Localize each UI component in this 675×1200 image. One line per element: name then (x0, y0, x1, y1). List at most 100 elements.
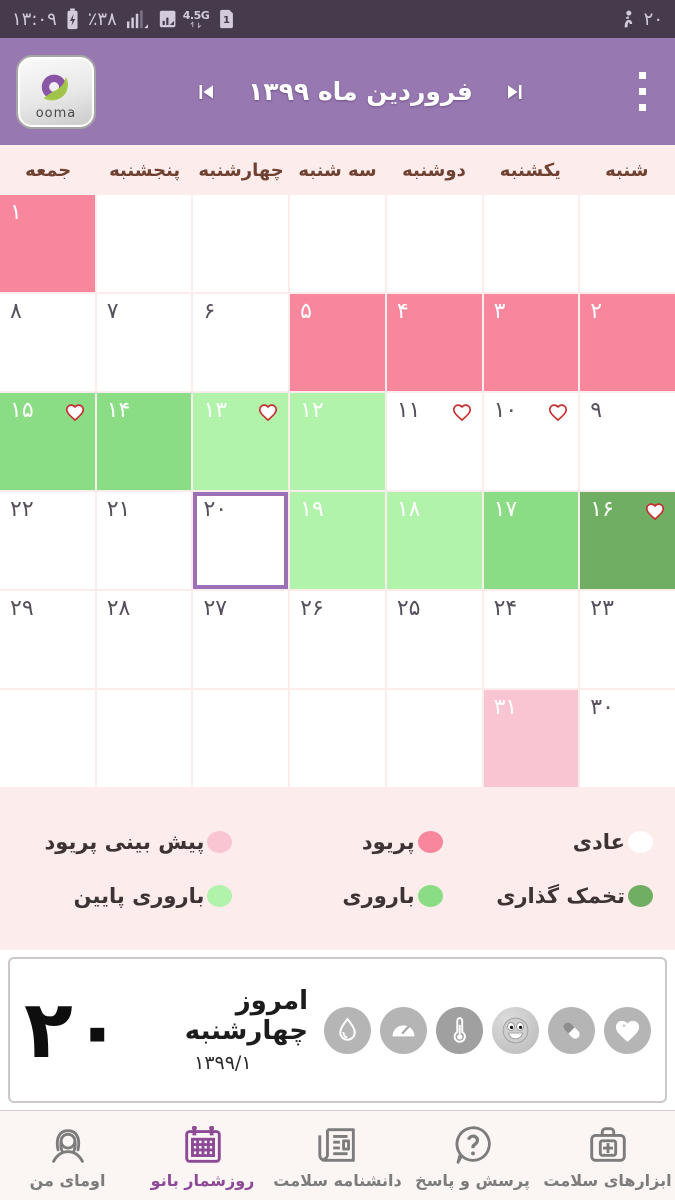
nav-item-health-encyclopedia[interactable]: دانشنامه سلامت (270, 1111, 405, 1200)
woman-icon (45, 1122, 91, 1168)
clock-time: ۱۳:۰۹ (12, 8, 57, 30)
legend-item-period-prediction: پیش بینی پریود (22, 829, 233, 854)
day-number: ۲۲ (10, 497, 34, 522)
nav-label: اومای من (29, 1170, 106, 1190)
calendar-day-۲۸[interactable]: ۲۸ (96, 591, 192, 688)
calendar-day-۸[interactable]: ۸ (0, 294, 95, 391)
day-number: ۱۳ (203, 398, 228, 423)
calendar-day-۱۴[interactable]: ۱۴ (96, 393, 192, 490)
calendar-day-۲۷[interactable]: ۲۷ (193, 591, 289, 688)
app-bar: ooma فروردین ماه ۱۳۹۹ (0, 38, 675, 145)
calendar-day-۹[interactable]: ۹ (580, 393, 675, 490)
calendar-day-۱۳[interactable]: ۱۳ (193, 393, 289, 490)
legend-item-period: پریود (232, 830, 443, 854)
calendar-day-۵[interactable]: ۵ (290, 294, 385, 391)
day-number: ۶ (203, 299, 216, 324)
calendar-day-۷[interactable]: ۷ (96, 294, 192, 391)
calendar-day-۲۶[interactable]: ۲۶ (290, 591, 385, 688)
calendar-empty-cell (386, 195, 482, 292)
legend-dot-ovulation (628, 884, 653, 907)
next-month-button[interactable] (501, 78, 529, 106)
today-title: امروز چهارشنبه (184, 986, 308, 1046)
calendar-day-۱۹[interactable]: ۱۹ (290, 492, 385, 589)
day-number: ۱۲ (300, 398, 324, 423)
heart-icon[interactable] (604, 1006, 651, 1054)
calendar-day-۱۸[interactable]: ۱۸ (386, 492, 482, 589)
network-type-label: 4.5G (182, 8, 210, 22)
calendar-day-۶[interactable]: ۶ (193, 294, 289, 391)
calendar-day-۲۳[interactable]: ۲۳ (580, 591, 675, 688)
calendar-day-۲۹[interactable]: ۲۹ (0, 591, 95, 688)
day-number: ۱۷ (493, 497, 518, 522)
calendar-empty-cell (290, 195, 385, 292)
mobile-data-icon: 4.5G (158, 8, 210, 30)
heart-marker-icon (547, 401, 569, 423)
day-number: ۲۳ (590, 596, 614, 621)
calendar-day-۳۰[interactable]: ۳۰ (580, 690, 675, 787)
nav-item-lady-calendar[interactable]: روزشمار بانو (135, 1111, 270, 1200)
calendar-day-۲۴[interactable]: ۲۴ (483, 591, 579, 688)
heart-marker-icon (64, 401, 86, 423)
nav-item-my-ooma[interactable]: اومای من (0, 1111, 135, 1200)
ooma-logo: ooma (16, 54, 96, 129)
day-number: ۲۰ (203, 497, 228, 522)
calendar-day-۲۵[interactable]: ۲۵ (386, 591, 482, 688)
calendar-empty-cell (483, 195, 579, 292)
pill-icon[interactable] (548, 1006, 595, 1054)
weekday-header-5: چهارشنبه (198, 159, 284, 181)
calendar-day-۱۵[interactable]: ۱۵ (0, 393, 95, 490)
calendar-day-۱۱[interactable]: ۱۱ (386, 393, 482, 490)
legend-item-ovulation: تخمک گذاری (443, 884, 653, 908)
weekday-header-row: شنبه یکشنبه دوشنبه سه شنبه چهارشنبه پنجشنبه جم… (0, 145, 675, 195)
calendar-day-۳[interactable]: ۳ (483, 294, 579, 391)
calendar-day-۱۰[interactable]: ۱۰ (483, 393, 579, 490)
toolkit-icon (585, 1122, 631, 1168)
question-icon (450, 1122, 496, 1168)
ooma-logo-text: ooma (35, 105, 77, 121)
status-bar: ۱۳:۰۹ ٪۳۸ 4.5G 1 ۲۰ (0, 0, 675, 38)
calendar-day-۲۰[interactable]: ۲۰ (193, 492, 289, 589)
overflow-menu-icon[interactable] (625, 71, 659, 112)
calendar-day-۲۱[interactable]: ۲۱ (96, 492, 192, 589)
day-number: ۲۴ (493, 596, 518, 621)
legend: عادی پریود پیش بینی پریود تخمک گذاری باروری ب… (0, 787, 675, 950)
calendar-day-۴[interactable]: ۴ (386, 294, 482, 391)
day-number: ۱۵ (10, 398, 34, 423)
calendar-day-۲۲[interactable]: ۲۲ (0, 492, 95, 589)
calendar-grid: ۱ ۲ ۳ ۴ ۵ ۶ ۷ ۸ ۹ ۱۰ ۱۱ ۱۲ ۱۳ ۱۴ ۱۵ ۱۶ ۱۷ ۱۸ ۱۹ ۲۰ ۲۱ ۲۲ ۲۳ ۲۴ ۲… (0, 195, 675, 787)
legend-label: پیش بینی پریود (44, 829, 205, 854)
calendar-day-۱[interactable]: ۱ (0, 195, 95, 292)
mood-icon[interactable] (492, 1006, 539, 1054)
encyclopedia-icon (315, 1122, 361, 1168)
nav-item-health-tools[interactable]: ابزارهای سلامت (540, 1111, 675, 1200)
day-number: ۲۸ (106, 596, 131, 621)
calendar-day-۱۲[interactable]: ۱۲ (290, 393, 385, 490)
battery-icon (66, 8, 79, 30)
calendar-empty-cell (193, 195, 289, 292)
day-number: ۳ (493, 299, 506, 324)
day-number: ۱ (10, 200, 22, 225)
thermometer-icon[interactable] (436, 1006, 483, 1054)
day-number: ۲۵ (396, 596, 421, 621)
calendar-day-۲[interactable]: ۲ (580, 294, 675, 391)
calendar-day-۱۶[interactable]: ۱۶ (580, 492, 675, 589)
previous-month-button[interactable] (192, 78, 220, 106)
weekday-header-2: یکشنبه (499, 159, 561, 181)
day-number: ۳۱ (493, 695, 518, 720)
day-number: ۲۱ (106, 497, 131, 522)
legend-label: عادی (572, 829, 625, 854)
day-number: ۱۰ (493, 398, 518, 423)
calendar-day-۱۷[interactable]: ۱۷ (483, 492, 579, 589)
today-day-number: ۲۰ (24, 983, 122, 1076)
today-date: ۱۳۹۹/۱ (194, 1052, 252, 1074)
calendar-day-۳۱[interactable]: ۳۱ (483, 690, 579, 787)
nav-item-question-answer[interactable]: پرسش و پاسخ (405, 1111, 540, 1200)
day-number: ۳۰ (590, 695, 614, 720)
calendar-icon (180, 1122, 226, 1168)
weekday-header-3: دوشنبه (402, 159, 466, 181)
tracker-icons-row (324, 1006, 651, 1054)
scale-icon[interactable] (380, 1006, 427, 1054)
water-drop-icon[interactable] (324, 1006, 371, 1054)
today-card-wrapper: ۲۰ امروز چهارشنبه ۱۳۹۹/۱ (0, 950, 675, 1110)
calendar-empty-cell (580, 195, 675, 292)
